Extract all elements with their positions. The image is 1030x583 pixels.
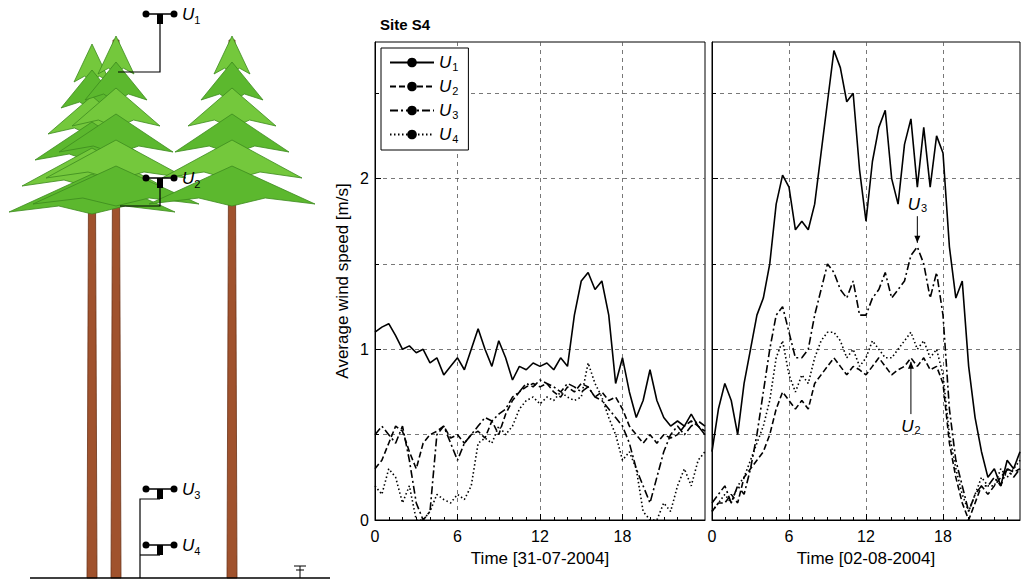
svg-text:6: 6 xyxy=(785,528,794,545)
svg-text:Average wind speed [m/s]: Average wind speed [m/s] xyxy=(333,183,352,378)
svg-text:0: 0 xyxy=(708,528,717,545)
svg-text:U: U xyxy=(439,53,452,72)
svg-text:U: U xyxy=(908,195,921,214)
svg-text:2: 2 xyxy=(452,85,458,97)
svg-text:U4: U4 xyxy=(182,536,200,557)
svg-text:18: 18 xyxy=(934,528,952,545)
svg-text:U: U xyxy=(901,417,914,436)
svg-text:U1: U1 xyxy=(182,5,200,26)
svg-text:4: 4 xyxy=(452,133,458,145)
svg-text:U3: U3 xyxy=(182,480,200,501)
svg-text:6: 6 xyxy=(453,528,462,545)
svg-text:12: 12 xyxy=(857,528,875,545)
svg-text:3: 3 xyxy=(452,109,458,121)
svg-text:0: 0 xyxy=(371,528,380,545)
svg-text:3: 3 xyxy=(921,202,927,214)
svg-text:1: 1 xyxy=(452,61,458,73)
svg-text:U: U xyxy=(439,77,452,96)
svg-text:Time [02-08-2004]: Time [02-08-2004] xyxy=(797,549,935,568)
svg-text:U: U xyxy=(439,125,452,144)
svg-text:U: U xyxy=(439,101,452,120)
svg-text:1: 1 xyxy=(360,341,369,358)
svg-text:2: 2 xyxy=(360,170,369,187)
svg-text:U2: U2 xyxy=(182,169,200,190)
svg-text:18: 18 xyxy=(614,528,632,545)
svg-text:Time [31-07-2004]: Time [31-07-2004] xyxy=(471,549,609,568)
svg-text:0: 0 xyxy=(360,512,369,529)
svg-text:Site S4: Site S4 xyxy=(380,16,431,33)
svg-text:2: 2 xyxy=(914,424,920,436)
svg-text:12: 12 xyxy=(531,528,549,545)
